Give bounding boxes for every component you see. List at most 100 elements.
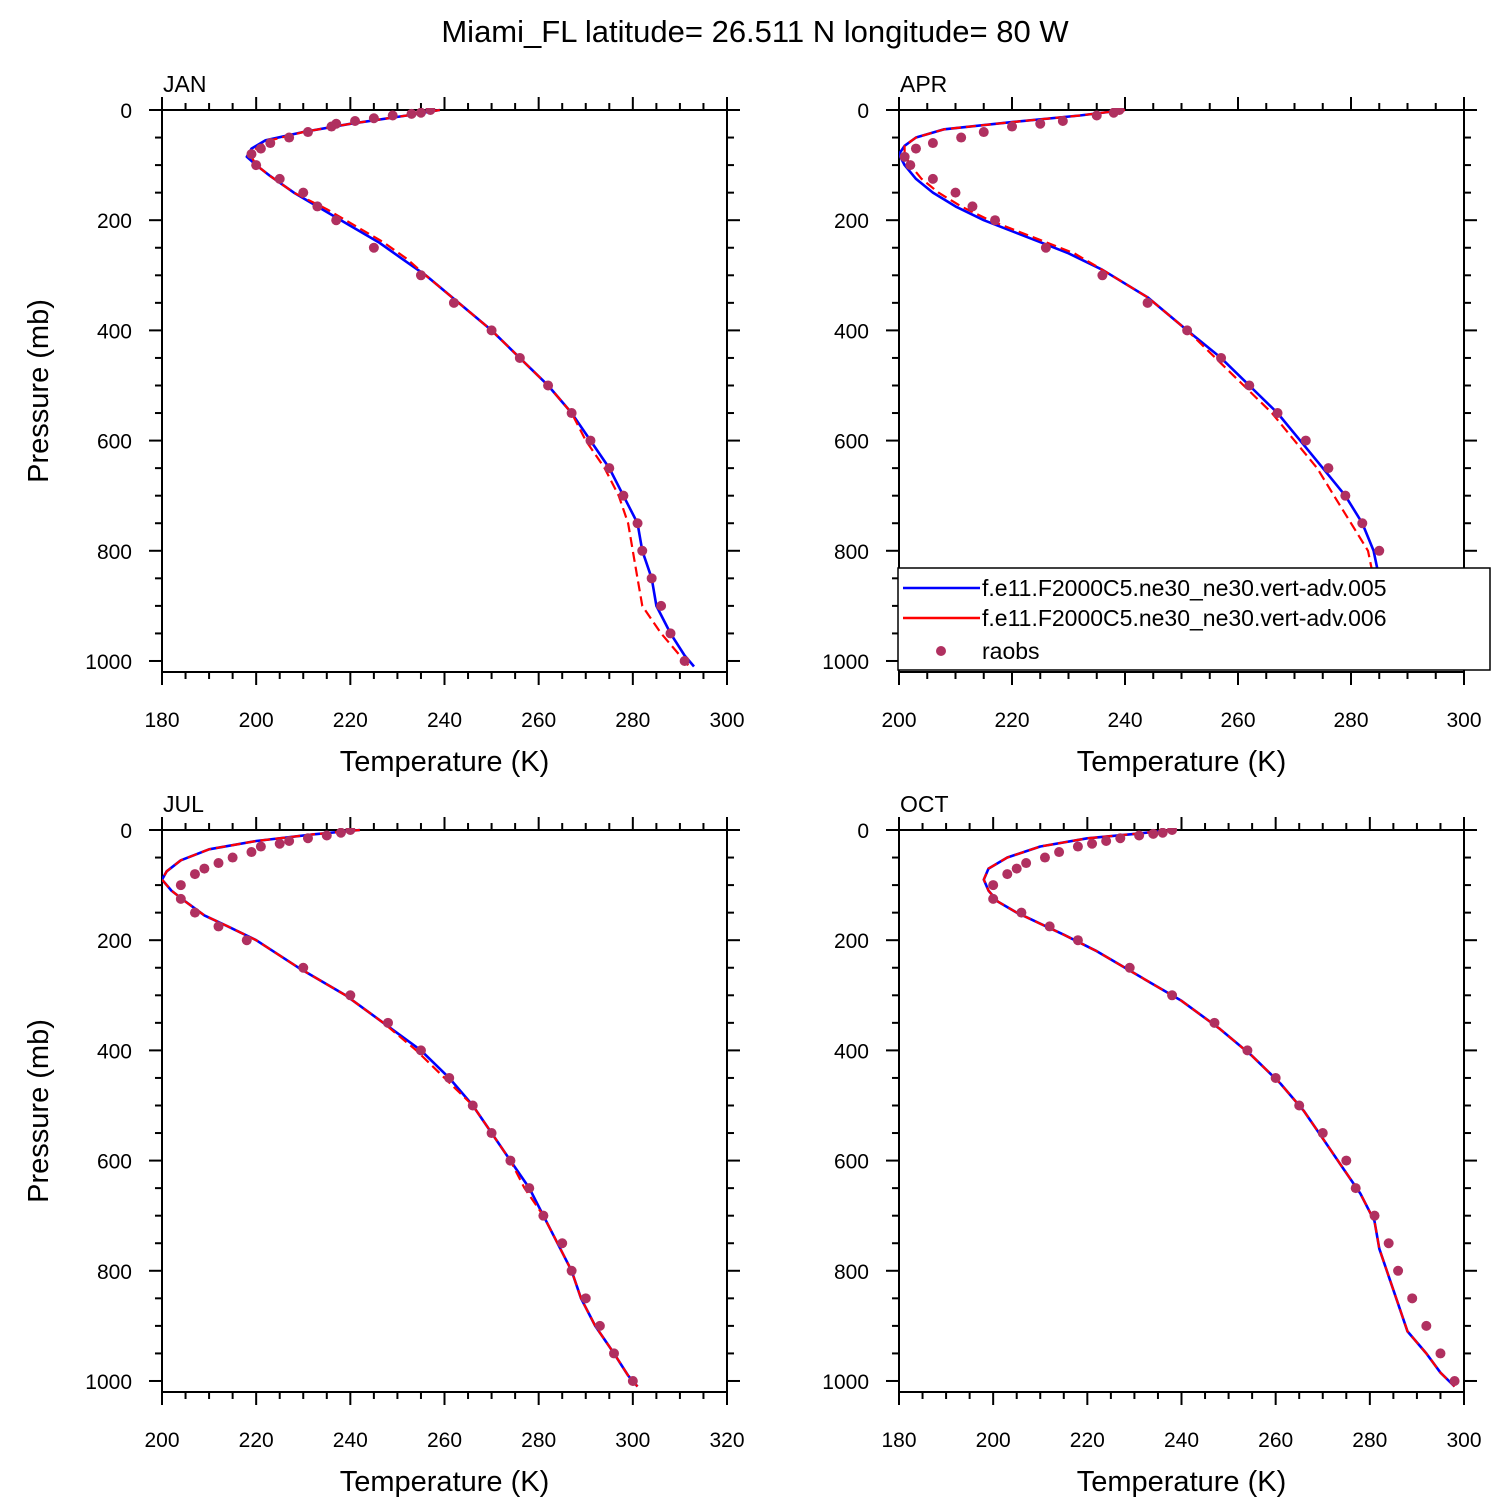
raobs-point bbox=[580, 1293, 591, 1304]
plot-frame bbox=[898, 829, 1465, 1393]
raobs-point bbox=[1294, 1100, 1305, 1111]
raobs-point bbox=[1449, 1375, 1460, 1386]
raobs-point bbox=[967, 201, 978, 212]
raobs-point bbox=[990, 215, 1001, 226]
raobs-point bbox=[425, 108, 436, 115]
x-tick-label: 240 bbox=[1164, 1429, 1199, 1452]
raobs-point bbox=[538, 1210, 549, 1221]
raobs-point bbox=[1157, 828, 1168, 838]
plot-data bbox=[162, 828, 639, 1388]
raobs-point bbox=[1369, 1210, 1380, 1221]
raobs-point bbox=[255, 143, 266, 154]
y-tick-label: 800 bbox=[97, 1261, 132, 1284]
raobs-point bbox=[227, 852, 238, 863]
raobs-point bbox=[444, 1072, 455, 1083]
legend-box bbox=[897, 567, 1491, 671]
x-tick-label: 220 bbox=[333, 709, 368, 732]
raobs-point bbox=[604, 463, 615, 474]
x-tick-label: 220 bbox=[1070, 1429, 1105, 1452]
y-tick-label: 800 bbox=[834, 541, 869, 564]
raobs-point bbox=[1270, 1072, 1281, 1083]
raobs-point bbox=[345, 990, 356, 1001]
raobs-point bbox=[175, 893, 186, 904]
y-tick-label: 0 bbox=[120, 820, 132, 843]
y-tick-label: 600 bbox=[834, 1151, 869, 1174]
raobs-point bbox=[199, 863, 210, 874]
raobs-point bbox=[1011, 863, 1022, 874]
raobs-point bbox=[415, 108, 426, 118]
raobs-point bbox=[1044, 921, 1055, 932]
y-tick-label: 800 bbox=[97, 541, 132, 564]
raobs-point bbox=[1134, 830, 1145, 841]
x-axis-label: Temperature (K) bbox=[340, 746, 550, 778]
raobs-point bbox=[1115, 833, 1126, 844]
raobs-point bbox=[1216, 352, 1227, 363]
raobs-point bbox=[302, 127, 313, 138]
raobs-point bbox=[1350, 1183, 1361, 1194]
panel-apr: 200 220 240 260 280 300 0 200 400 600 800 1000 APR Te… bbox=[822, 71, 1491, 778]
x-axis-label: Temperature (K) bbox=[340, 1466, 550, 1498]
raobs-point bbox=[298, 962, 309, 973]
raobs-point bbox=[406, 108, 417, 119]
raobs-point bbox=[1142, 297, 1153, 308]
raobs-point bbox=[246, 847, 257, 858]
raobs-point bbox=[368, 242, 379, 253]
y-tick-label: 1000 bbox=[822, 651, 869, 674]
raobs-point bbox=[1374, 545, 1385, 556]
raobs-point bbox=[543, 380, 554, 391]
raobs-point bbox=[514, 352, 525, 363]
y-axis-label: Pressure (mb) bbox=[23, 1019, 55, 1203]
y-tick-label: 200 bbox=[834, 930, 869, 953]
x-axis-label: Temperature (K) bbox=[1077, 746, 1287, 778]
series-line-006 bbox=[903, 108, 1437, 668]
y-tick-label: 400 bbox=[834, 1040, 869, 1063]
x-tick-label: 200 bbox=[881, 709, 916, 732]
raobs-point bbox=[1072, 935, 1083, 946]
panel-jul: 200 220 240 260 280 300 320 0 200 400 600 800 1000 JU… bbox=[23, 791, 745, 1498]
raobs-point bbox=[1421, 1320, 1432, 1331]
y-tick-label: 600 bbox=[834, 431, 869, 454]
raobs-point bbox=[1124, 962, 1135, 973]
x-tick-label: 240 bbox=[333, 1429, 368, 1452]
x-tick-label: 260 bbox=[427, 1429, 462, 1452]
raobs-point bbox=[1341, 1155, 1352, 1166]
legend-label: raobs bbox=[982, 638, 1040, 664]
plot-frame bbox=[161, 829, 728, 1393]
raobs-point bbox=[326, 121, 337, 132]
raobs-point bbox=[467, 1100, 478, 1111]
raobs-point bbox=[274, 838, 285, 849]
y-tick-label: 400 bbox=[834, 320, 869, 343]
raobs-point bbox=[1054, 847, 1065, 858]
y-tick-label: 400 bbox=[97, 320, 132, 343]
raobs-point bbox=[594, 1320, 605, 1331]
raobs-point bbox=[1148, 828, 1159, 839]
raobs-point bbox=[632, 518, 643, 529]
x-tick-label: 280 bbox=[521, 1429, 556, 1452]
legend-label: f.e11.F2000C5.ne30_ne30.vert-adv.005 bbox=[982, 575, 1387, 601]
series-line-006 bbox=[250, 108, 691, 668]
raobs-point bbox=[415, 1045, 426, 1056]
legend-raobs-symbol bbox=[936, 646, 946, 656]
raobs-point bbox=[189, 869, 200, 880]
panel-title: JUL bbox=[163, 791, 204, 817]
x-tick-label: 260 bbox=[1220, 709, 1255, 732]
raobs-point bbox=[1039, 852, 1050, 863]
x-tick-label: 260 bbox=[521, 709, 556, 732]
raobs-point bbox=[350, 116, 361, 127]
raobs-point bbox=[175, 880, 186, 891]
raobs-point bbox=[302, 833, 313, 844]
x-axis-label: Temperature (K) bbox=[1077, 1466, 1287, 1498]
raobs-point bbox=[415, 270, 426, 281]
raobs-point bbox=[1209, 1017, 1220, 1028]
y-tick-label: 600 bbox=[97, 1151, 132, 1174]
figure-title: Miami_FL latitude= 26.511 N longitude= 8… bbox=[441, 14, 1069, 49]
panel-jan: 180 200 220 240 260 280 300 0 200 400 600 800 1000 JA… bbox=[23, 71, 745, 778]
raobs-point bbox=[241, 935, 252, 946]
raobs-point bbox=[637, 545, 648, 556]
legend-label: f.e11.F2000C5.ne30_ne30.vert-adv.006 bbox=[982, 605, 1387, 631]
y-tick-label: 0 bbox=[857, 100, 869, 123]
raobs-point bbox=[1300, 435, 1311, 446]
raobs-point bbox=[524, 1183, 535, 1194]
series-line-006 bbox=[982, 828, 1456, 1388]
raobs-point bbox=[284, 836, 295, 847]
